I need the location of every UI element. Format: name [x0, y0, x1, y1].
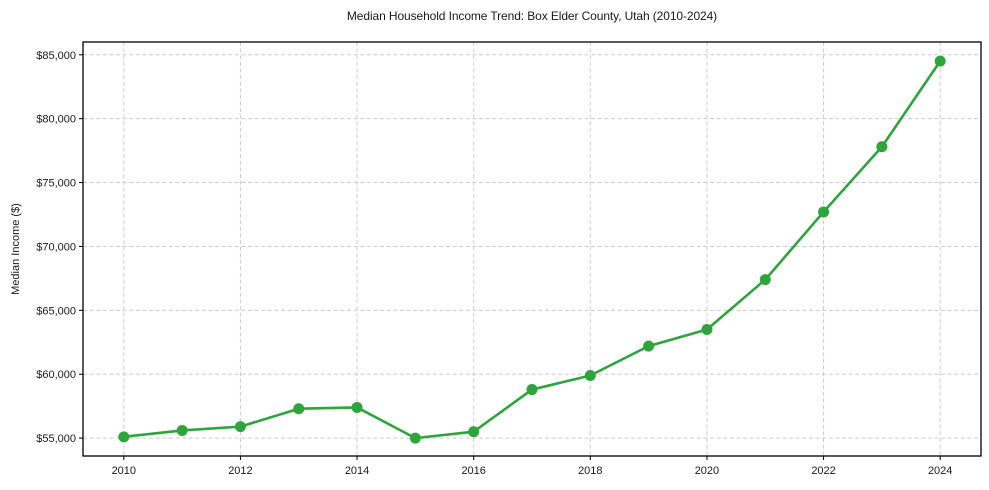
- y-tick-label: $80,000: [36, 114, 76, 126]
- data-point-2015: [409, 432, 421, 444]
- data-point-2014: [351, 401, 363, 413]
- plot-border: [82, 41, 982, 457]
- x-tick-label: 2016: [461, 465, 485, 477]
- y-tick-label: $70,000: [36, 241, 76, 253]
- data-point-2017: [526, 384, 538, 396]
- x-tick-label: 2010: [112, 465, 136, 477]
- x-tick-label: 2012: [228, 465, 252, 477]
- trend-line: [122, 59, 942, 440]
- data-point-2011: [176, 424, 188, 436]
- data-point-2023: [876, 141, 888, 153]
- data-point-2010: [118, 431, 130, 443]
- x-tick-label: 2024: [928, 465, 952, 477]
- data-point-2013: [293, 403, 305, 415]
- data-point-2020: [701, 324, 713, 335]
- y-tick-label: $85,000: [36, 50, 76, 62]
- x-tick-label: 2018: [578, 465, 602, 477]
- chart-title: Median Household Income Trend: Box Elder…: [346, 9, 718, 23]
- data-point-2012: [234, 421, 246, 433]
- x-tick-label: 2020: [695, 465, 719, 477]
- data-point-2016: [468, 426, 480, 438]
- y-tick-label: $65,000: [36, 305, 76, 317]
- x-tick-label: 2022: [811, 465, 835, 477]
- data-point-2021: [759, 274, 771, 286]
- y-tick-label: $75,000: [36, 178, 76, 190]
- x-tick-label: 2014: [345, 465, 369, 477]
- data-point-2019: [643, 340, 655, 352]
- data-point-2024: [934, 55, 946, 67]
- data-point-2018: [584, 370, 596, 381]
- y-tick-label: $60,000: [36, 369, 76, 381]
- data-point-2022: [818, 206, 830, 218]
- y-tick-label: $55,000: [36, 433, 76, 445]
